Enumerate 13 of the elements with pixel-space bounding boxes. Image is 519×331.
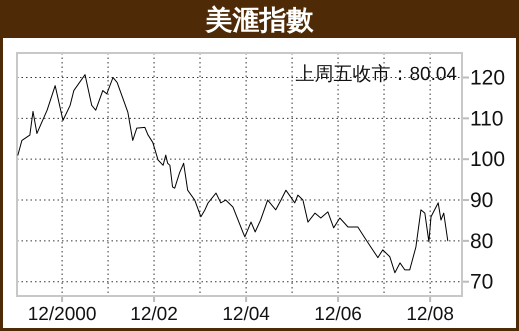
y-tick-label: 80 <box>470 230 494 253</box>
x-tick-label: 12/02 <box>130 304 178 325</box>
y-tick-label: 120 <box>470 66 506 90</box>
y-tick-label: 110 <box>470 107 504 130</box>
y-tick-label: 70 <box>470 270 494 294</box>
annotation: 上周五收市：80.04 <box>295 63 458 85</box>
x-tick-label: 12/2000 <box>28 304 96 325</box>
x-tick-label: 12/04 <box>222 304 270 325</box>
y-tick-label: 100 <box>470 148 506 172</box>
x-tick-label: 12/08 <box>406 304 454 325</box>
chart-title: 美滙指數 <box>204 5 314 35</box>
x-tick-label: 12/06 <box>314 304 362 325</box>
y-tick-label: 90 <box>470 189 494 212</box>
